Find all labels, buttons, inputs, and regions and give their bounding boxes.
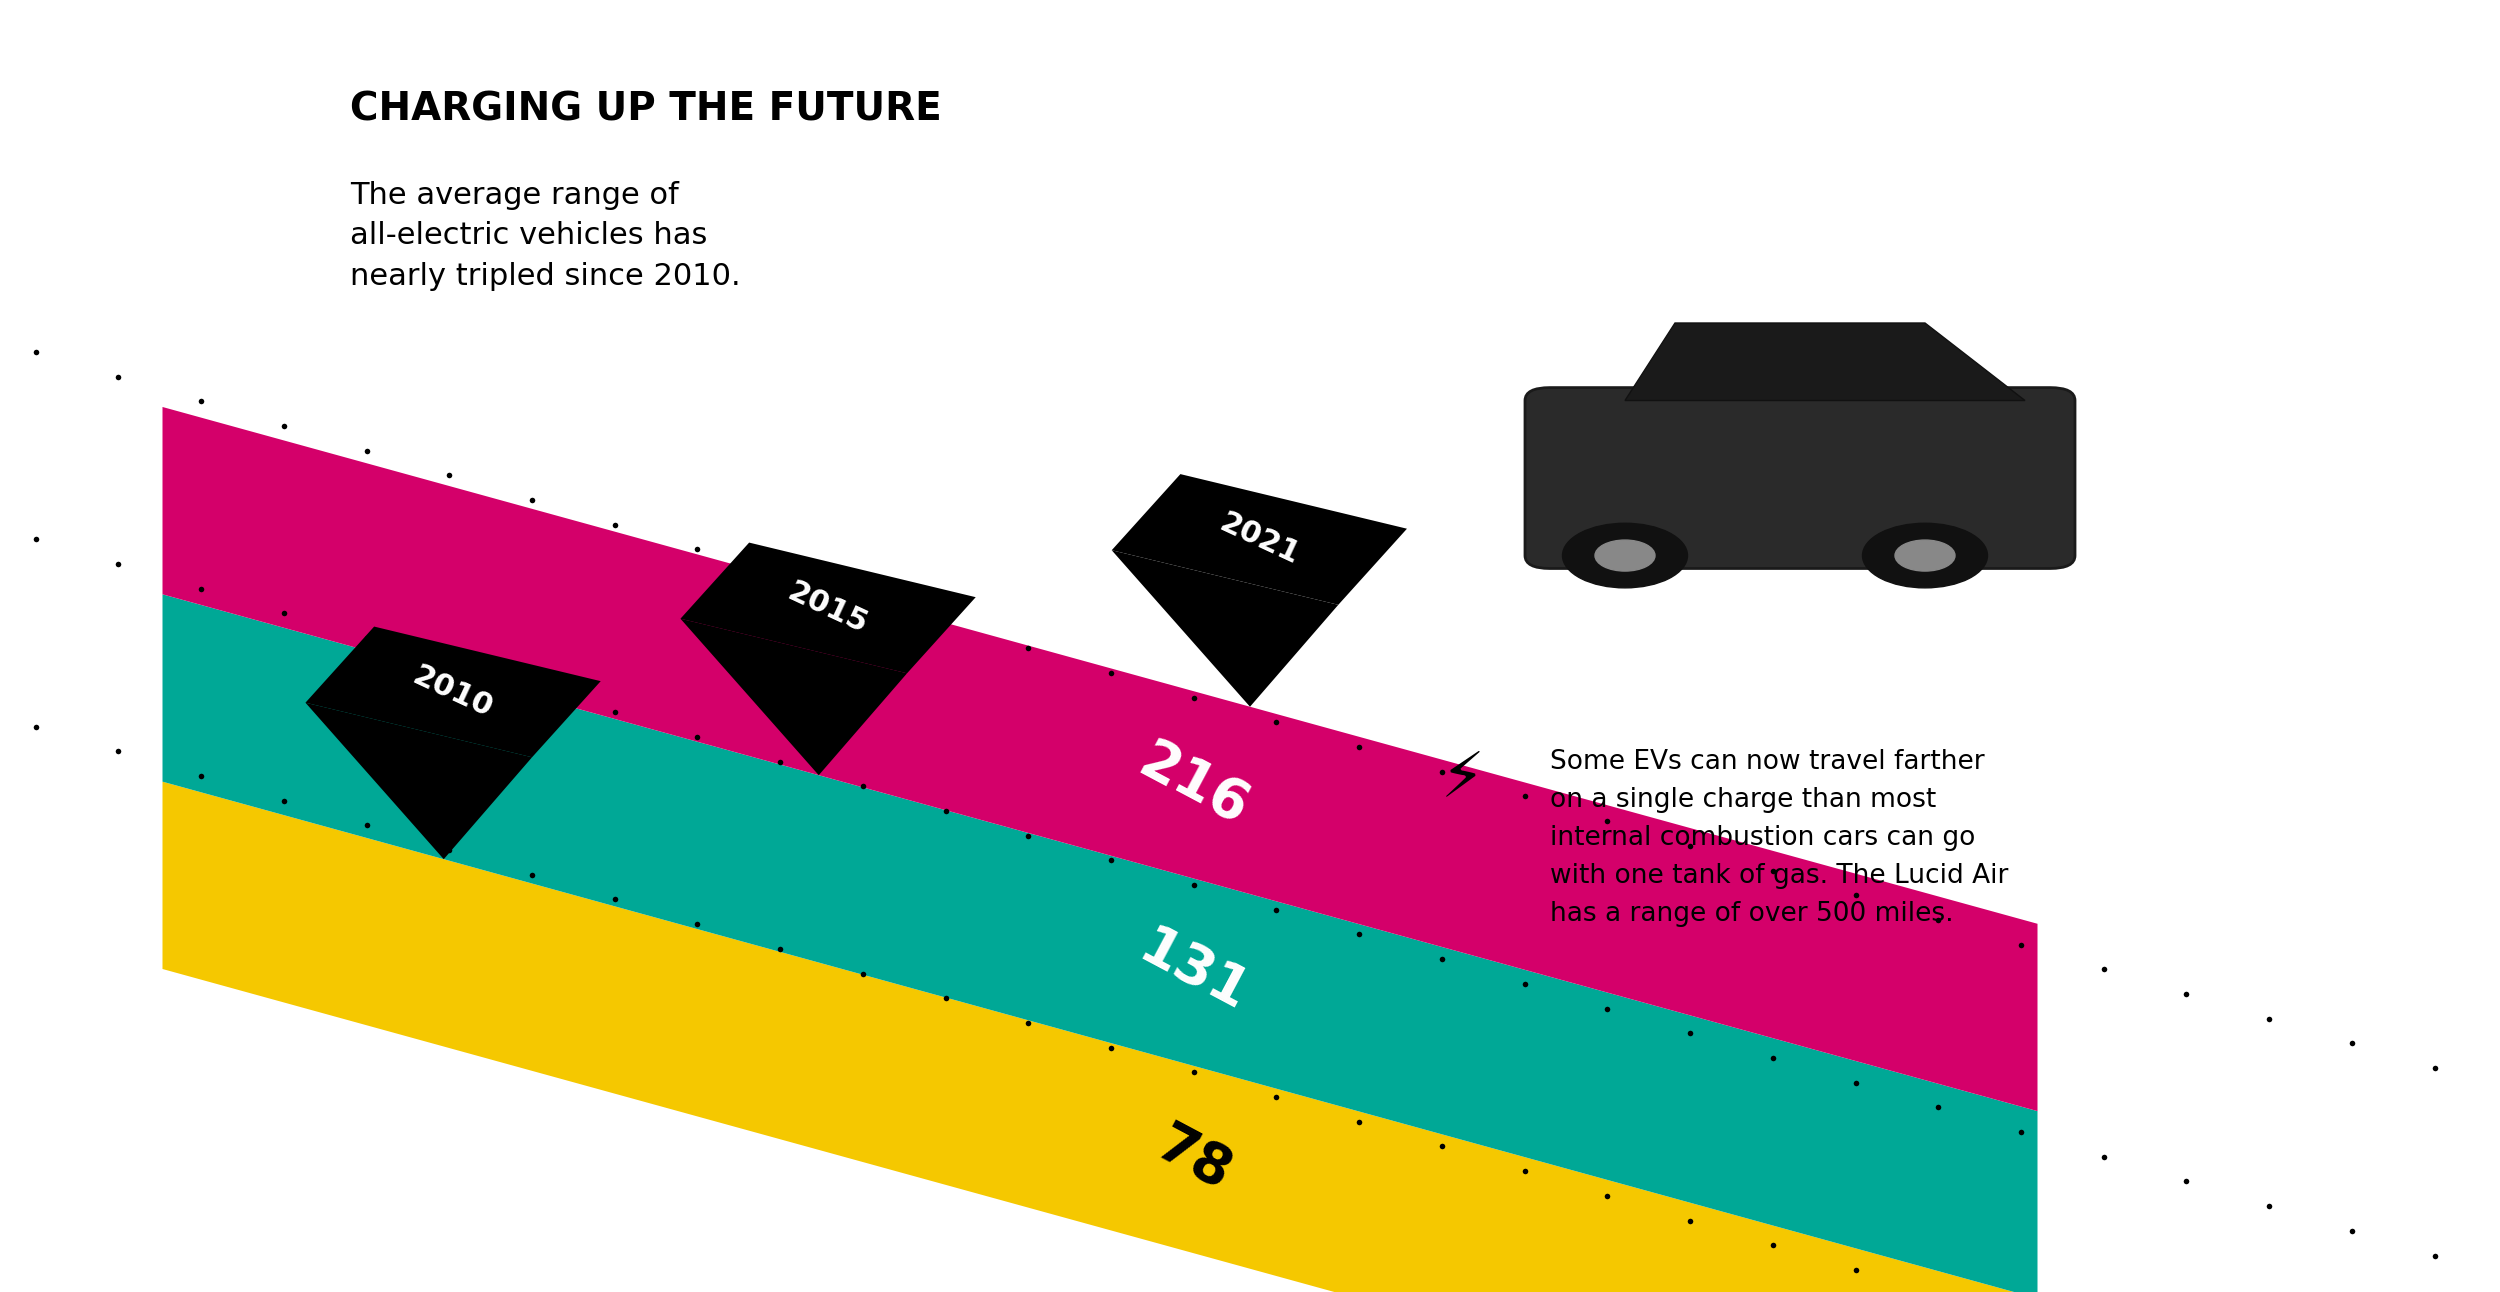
Text: The average range of
all-electric vehicles has
nearly tripled since 2010.: The average range of all-electric vehicl… bbox=[350, 181, 740, 291]
Polygon shape bbox=[1112, 474, 1407, 605]
Polygon shape bbox=[680, 619, 907, 775]
Polygon shape bbox=[1112, 550, 1338, 707]
Text: 2015: 2015 bbox=[782, 576, 872, 640]
Polygon shape bbox=[162, 782, 2038, 1292]
Polygon shape bbox=[162, 594, 2038, 1292]
Polygon shape bbox=[162, 407, 2038, 1111]
Text: 131: 131 bbox=[1130, 921, 1258, 1023]
Polygon shape bbox=[1625, 323, 2025, 401]
Circle shape bbox=[1562, 523, 1688, 588]
Text: 2021: 2021 bbox=[1215, 509, 1305, 571]
Circle shape bbox=[1862, 523, 1988, 588]
FancyBboxPatch shape bbox=[1525, 388, 2075, 568]
Text: 2010: 2010 bbox=[408, 660, 498, 724]
Polygon shape bbox=[305, 627, 600, 757]
Text: ⚡: ⚡ bbox=[1440, 749, 1485, 809]
Polygon shape bbox=[680, 543, 975, 673]
Text: 78: 78 bbox=[1148, 1118, 1240, 1202]
Polygon shape bbox=[305, 703, 532, 859]
Text: Some EVs can now travel farther
on a single charge than most
internal combustion: Some EVs can now travel farther on a sin… bbox=[1550, 749, 2008, 928]
Text: 216: 216 bbox=[1130, 734, 1258, 836]
Circle shape bbox=[1595, 540, 1655, 571]
Text: CHARGING UP THE FUTURE: CHARGING UP THE FUTURE bbox=[350, 90, 942, 128]
Circle shape bbox=[1895, 540, 1955, 571]
